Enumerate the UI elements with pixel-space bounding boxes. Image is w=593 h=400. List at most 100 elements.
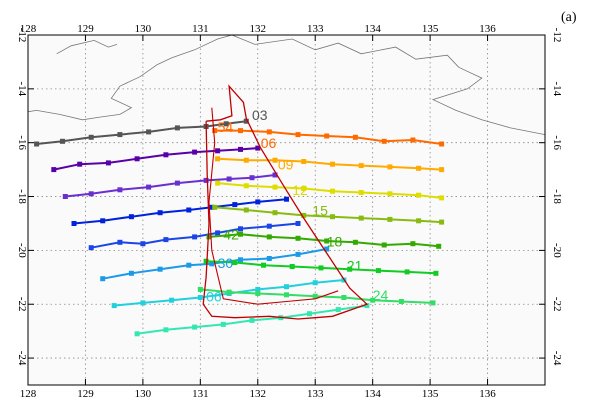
series-point xyxy=(77,161,83,167)
series-point xyxy=(215,156,221,162)
series-point xyxy=(324,133,330,139)
series-point xyxy=(223,121,229,127)
x-tick-label-bottom: 132 xyxy=(250,388,267,400)
series-point xyxy=(272,172,278,178)
series-point xyxy=(255,145,261,151)
x-tick-label-top: 135 xyxy=(422,23,439,35)
track-label: 18 xyxy=(327,233,343,249)
series-point xyxy=(295,221,301,226)
series-point xyxy=(51,167,57,173)
series-point xyxy=(330,188,335,194)
series-point xyxy=(100,218,106,224)
series-point xyxy=(266,234,272,240)
series-point xyxy=(146,129,152,135)
series-point xyxy=(255,199,261,205)
series-point xyxy=(174,180,180,186)
y-tick-label-right: -24 xyxy=(551,351,563,366)
series-point xyxy=(186,262,192,268)
series-point xyxy=(157,210,163,216)
series-point xyxy=(203,177,209,183)
x-tick-label-top: 130 xyxy=(135,23,152,35)
series-point xyxy=(261,262,266,268)
series-point xyxy=(238,128,243,134)
series-point xyxy=(301,159,307,164)
series-point xyxy=(324,238,330,244)
series-point xyxy=(295,235,301,241)
x-tick-label-bottom: 133 xyxy=(307,388,324,400)
series-point xyxy=(398,299,404,304)
series-point xyxy=(215,180,221,186)
x-tick-label-bottom: 131 xyxy=(192,388,209,400)
series-point xyxy=(209,261,215,267)
series-point xyxy=(111,303,117,309)
series-point xyxy=(430,300,436,306)
series-point xyxy=(163,327,169,333)
track-label: 21 xyxy=(347,258,363,274)
x-tick-label-bottom: 135 xyxy=(422,388,439,400)
track-label: 15 xyxy=(312,202,328,218)
series-point xyxy=(163,152,169,158)
series-point xyxy=(295,132,301,138)
series-point xyxy=(272,184,278,190)
series-point xyxy=(128,270,134,276)
plot-border xyxy=(27,34,546,386)
series-point xyxy=(134,156,140,162)
coastline-segment xyxy=(56,39,118,55)
series-point xyxy=(416,165,422,171)
series-point xyxy=(324,246,330,252)
series-point xyxy=(226,289,232,295)
x-tick-label-top: 132 xyxy=(250,23,267,35)
series-point xyxy=(232,202,238,208)
series-point xyxy=(358,215,364,221)
series-point xyxy=(352,134,358,140)
series-point xyxy=(289,264,295,269)
series-point xyxy=(301,186,307,191)
panel-label: (a) xyxy=(561,10,577,25)
series-point xyxy=(249,175,255,181)
series-point xyxy=(387,191,393,197)
track-label: 24 xyxy=(373,287,389,303)
plot-area xyxy=(28,35,545,385)
series-point xyxy=(128,214,134,220)
series-point xyxy=(439,141,445,147)
series-point xyxy=(212,128,218,134)
track-label: 06 xyxy=(261,135,277,151)
series-point xyxy=(410,137,416,143)
series-point xyxy=(307,311,312,317)
coastline-segment xyxy=(231,34,460,68)
series-point xyxy=(88,245,94,251)
envelope-inner xyxy=(208,107,339,305)
series-point xyxy=(410,241,416,247)
series-point xyxy=(364,303,370,309)
y-tick-label-left: -16 xyxy=(16,135,28,150)
series-point xyxy=(436,243,442,249)
series-point xyxy=(34,141,40,147)
series-point xyxy=(174,125,180,131)
series-point xyxy=(215,148,221,154)
y-tick-label-right: -14 xyxy=(551,82,563,97)
x-tick-label-top: 131 xyxy=(192,23,209,35)
series-point xyxy=(370,297,376,303)
series-point xyxy=(272,210,278,216)
coastline-segment xyxy=(157,34,233,65)
x-tick-label-bottom: 128 xyxy=(20,388,37,400)
series-point xyxy=(226,176,232,182)
track-side-label: 30 xyxy=(218,255,234,271)
series-point xyxy=(255,291,261,296)
series-point xyxy=(146,184,152,190)
series-point xyxy=(295,251,301,257)
series-point xyxy=(330,214,335,220)
x-tick-label-top: 133 xyxy=(307,23,324,35)
series-point xyxy=(157,266,163,272)
track-label: 03 xyxy=(252,107,268,123)
series-point xyxy=(117,132,123,138)
y-tick-label-left: -24 xyxy=(16,351,28,366)
series-point xyxy=(381,242,387,248)
series-point xyxy=(117,187,123,193)
series-point xyxy=(341,295,347,300)
series-point xyxy=(220,321,226,327)
series-point xyxy=(88,134,94,140)
x-tick-label-bottom: 134 xyxy=(364,388,381,400)
series-point xyxy=(62,194,68,199)
track-envelope xyxy=(202,84,369,320)
